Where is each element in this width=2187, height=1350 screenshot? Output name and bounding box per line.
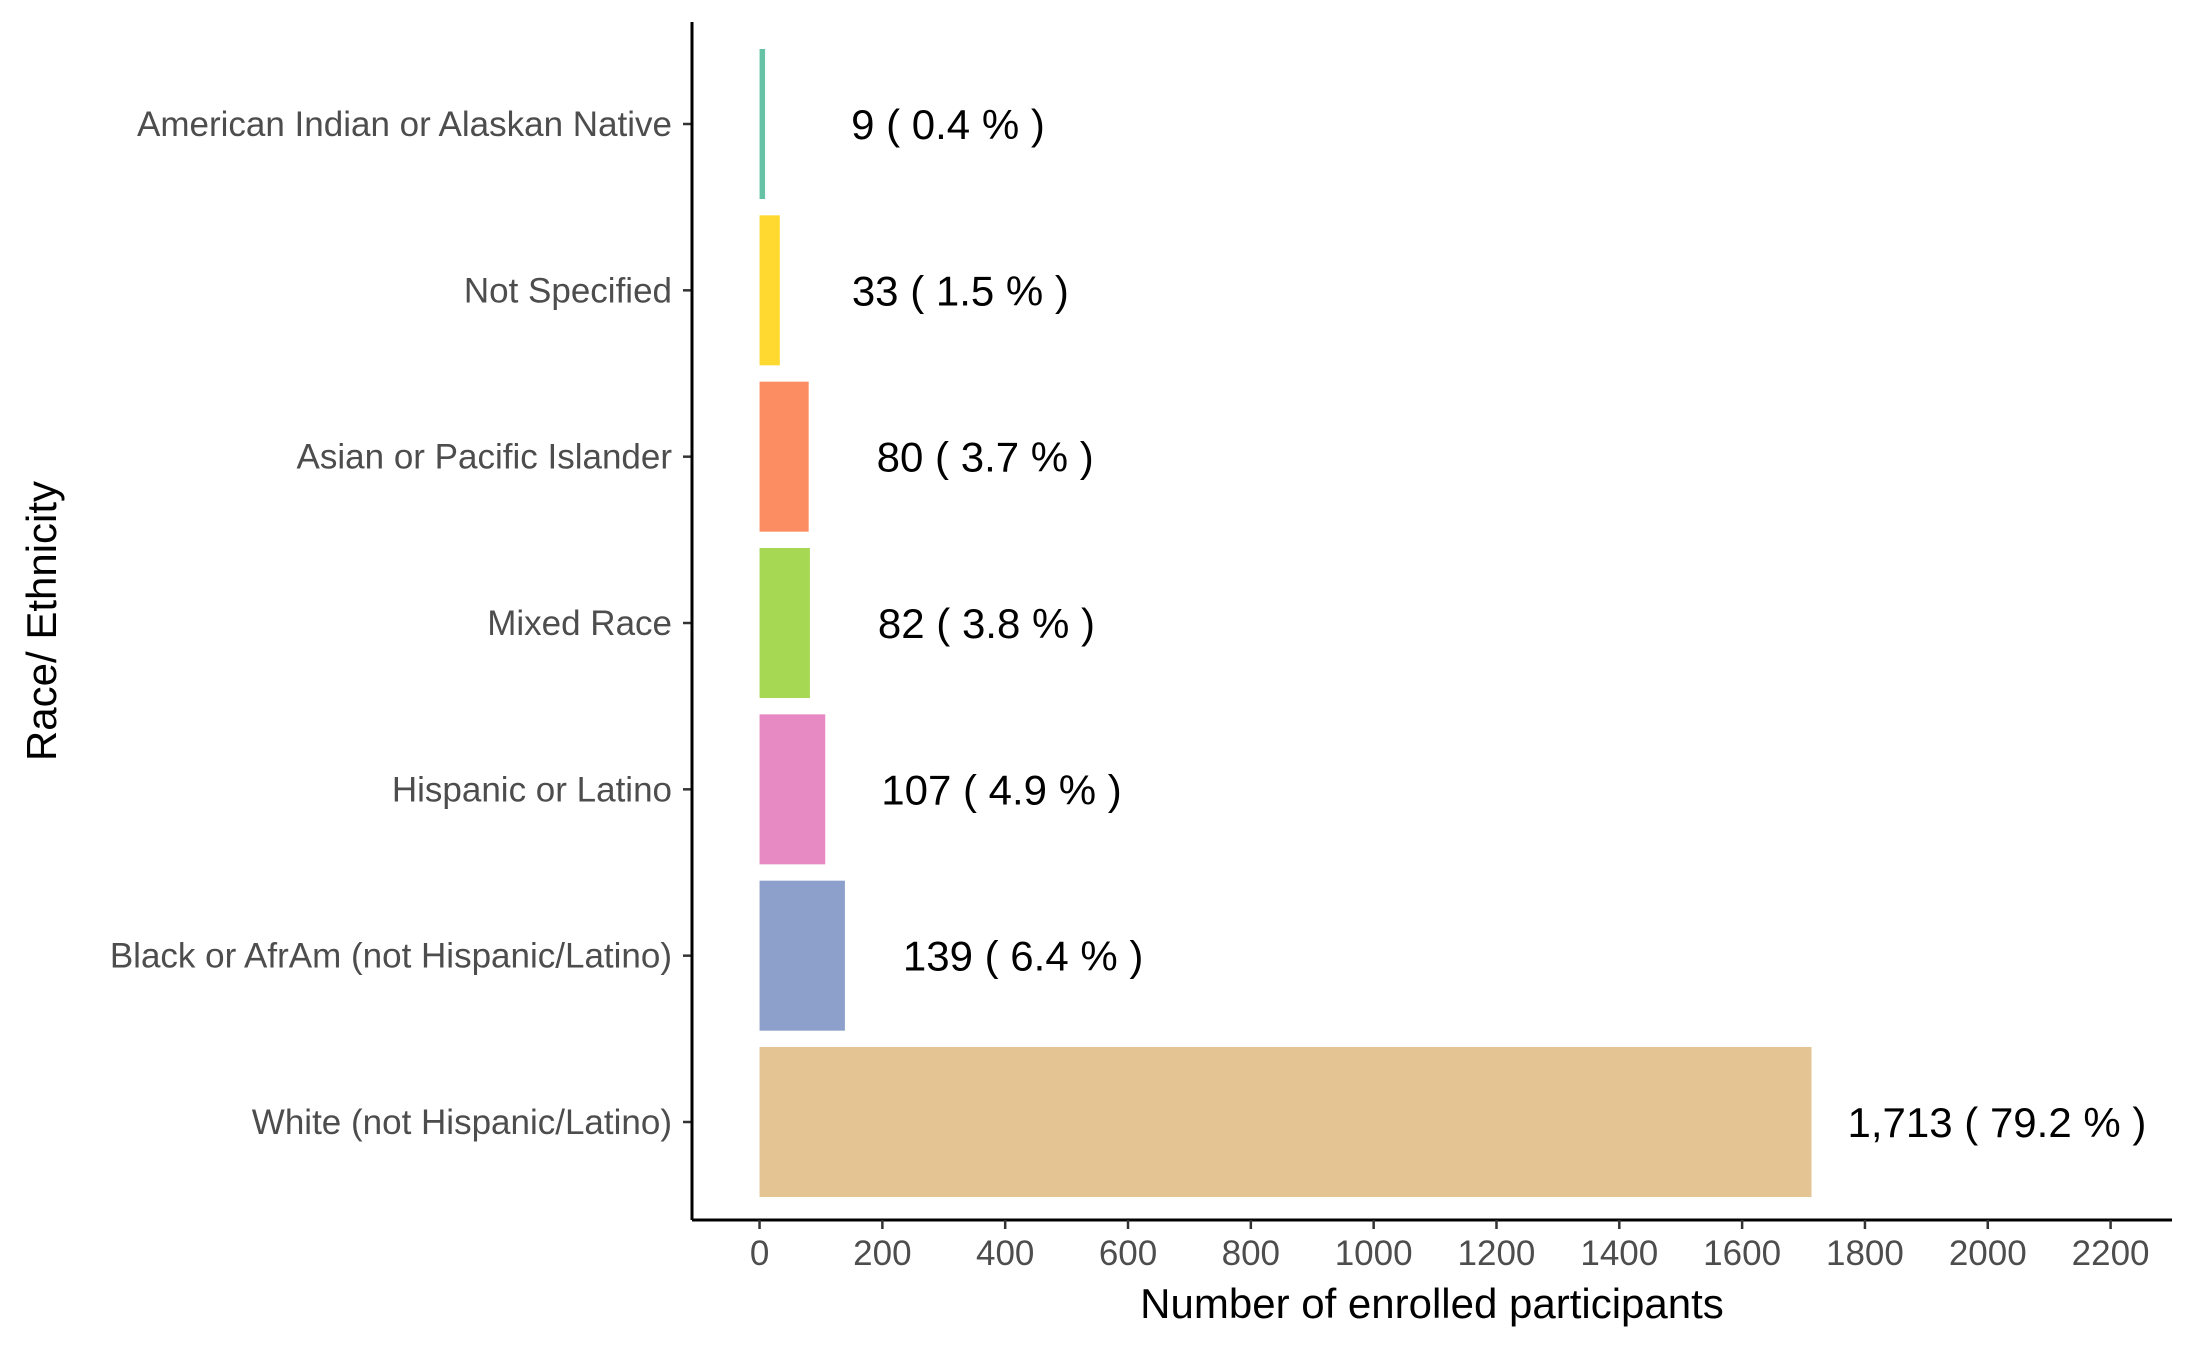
bar-value-label: 82 ( 3.8 % ) bbox=[878, 600, 1095, 647]
bar-value-label: 9 ( 0.4 % ) bbox=[851, 101, 1045, 148]
x-tick-label: 200 bbox=[853, 1234, 911, 1273]
y-axis: American Indian or Alaskan Native Not Spe… bbox=[110, 22, 694, 1220]
x-tick-label: 1200 bbox=[1458, 1234, 1536, 1273]
x-tick-label: 2200 bbox=[2072, 1234, 2150, 1273]
x-tick-label: 1600 bbox=[1703, 1234, 1781, 1273]
bar bbox=[759, 714, 826, 865]
x-tick-label: 600 bbox=[1099, 1234, 1157, 1273]
x-tick-label: 2000 bbox=[1949, 1234, 2027, 1273]
bar bbox=[759, 548, 810, 698]
data-labels-layer: 9 ( 0.4 % ) 33 ( 1.5 % ) 80 ( 3.7 % ) 82 ( … bbox=[851, 101, 2146, 1146]
y-tick-label: White (not Hispanic/Latino) bbox=[252, 1103, 672, 1142]
x-axis: 0 200 400 600 800 1000 1200 1400 1600 1800 2000 220… bbox=[692, 1218, 2172, 1273]
bar-value-label: 1,713 ( 79.2 % ) bbox=[1848, 1099, 2147, 1146]
y-axis-title: Race/ Ethnicity bbox=[18, 481, 65, 761]
bar bbox=[759, 381, 809, 532]
y-tick-label: Mixed Race bbox=[487, 604, 672, 643]
x-tick-label: 1800 bbox=[1826, 1234, 1904, 1273]
y-tick-label: Hispanic or Latino bbox=[392, 770, 672, 809]
y-tick-label: Not Specified bbox=[464, 271, 672, 310]
x-tick-label: 800 bbox=[1222, 1234, 1280, 1273]
bar bbox=[759, 880, 845, 1031]
y-tick-label: American Indian or Alaskan Native bbox=[137, 105, 672, 144]
x-tick-label: 400 bbox=[976, 1234, 1034, 1273]
bar bbox=[759, 1047, 1812, 1197]
x-axis-title: Number of enrolled participants bbox=[1140, 1280, 1724, 1327]
y-tick-label: Black or AfrAm (not Hispanic/Latino) bbox=[110, 937, 672, 976]
bar bbox=[759, 215, 780, 366]
bar-value-label: 107 ( 4.9 % ) bbox=[881, 766, 1121, 813]
bar bbox=[759, 49, 766, 199]
bar-value-label: 33 ( 1.5 % ) bbox=[852, 267, 1069, 314]
x-tick-label: 1400 bbox=[1580, 1234, 1658, 1273]
bar-value-label: 139 ( 6.4 % ) bbox=[903, 933, 1143, 980]
bar-value-label: 80 ( 3.7 % ) bbox=[877, 434, 1094, 481]
bars-layer bbox=[759, 49, 1812, 1197]
y-tick-label: Asian or Pacific Islander bbox=[297, 438, 673, 477]
x-tick-label: 0 bbox=[750, 1234, 769, 1273]
x-tick-label: 1000 bbox=[1335, 1234, 1413, 1273]
